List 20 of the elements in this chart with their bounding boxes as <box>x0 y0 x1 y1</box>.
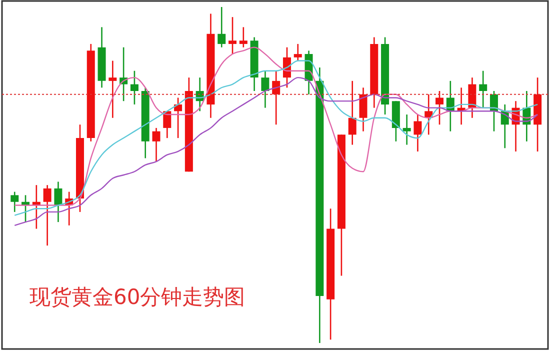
candlestick <box>152 127 160 162</box>
candlestick <box>479 70 488 108</box>
candlestick <box>468 76 476 119</box>
candlestick <box>239 26 248 48</box>
candlestick <box>414 114 422 152</box>
candlestick <box>402 114 411 146</box>
candlestick <box>54 181 62 223</box>
candlestick <box>10 191 19 213</box>
candlestick <box>108 60 117 119</box>
candlestick <box>43 184 52 246</box>
candlestick <box>228 16 237 55</box>
candlestick <box>348 80 356 146</box>
candlestick <box>218 6 226 48</box>
candlestick <box>272 70 280 126</box>
candlestick <box>436 90 444 126</box>
candlestick <box>261 70 270 108</box>
text: 现货黄金60分钟走势图 <box>30 285 246 309</box>
candlestick <box>359 86 368 132</box>
candlestick <box>130 70 138 106</box>
candlestick <box>294 43 302 62</box>
